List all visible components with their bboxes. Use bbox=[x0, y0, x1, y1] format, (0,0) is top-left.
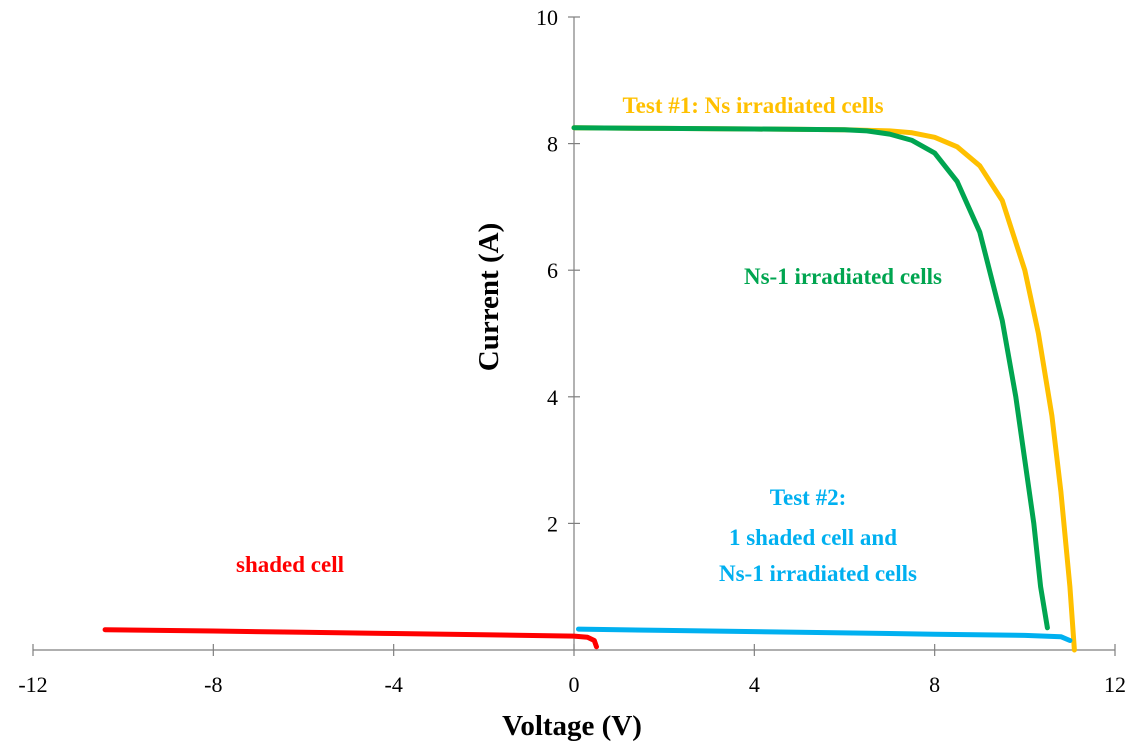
annotation-ns1-irradiated: Ns-1 irradiated cells bbox=[744, 264, 942, 289]
y-axis-title: Current (A) bbox=[473, 223, 505, 371]
x-tick-label: 0 bbox=[569, 672, 580, 697]
annotation-test1: Test #1: Ns irradiated cells bbox=[622, 93, 883, 118]
series-line-1 bbox=[571, 125, 1050, 631]
x-tick-label: -8 bbox=[204, 672, 222, 697]
series-layer bbox=[102, 125, 1077, 653]
x-tick-label: -4 bbox=[385, 672, 403, 697]
x-tick-label: 8 bbox=[929, 672, 940, 697]
x-tick-label: -12 bbox=[18, 672, 47, 697]
series-line-2 bbox=[576, 626, 1073, 643]
x-axis-title: Voltage (V) bbox=[502, 710, 642, 742]
series-line-3 bbox=[102, 627, 599, 650]
y-tick-label: 2 bbox=[547, 511, 558, 536]
y-tick-label: 6 bbox=[547, 258, 558, 283]
x-tick-label: 12 bbox=[1104, 672, 1126, 697]
axes: -12 -8 -4 0 4 8 12 2 4 6 8 10 bbox=[18, 5, 1126, 697]
annotation-test2-irradiated: Ns-1 irradiated cells bbox=[719, 561, 917, 586]
annotation-shaded-cell: shaded cell bbox=[236, 552, 344, 577]
annotation-test2-shaded: 1 shaded cell and bbox=[729, 525, 897, 550]
y-tick-label: 4 bbox=[547, 385, 558, 410]
y-tick-label: 8 bbox=[547, 132, 558, 157]
x-tick-label: 4 bbox=[749, 672, 760, 697]
y-tick-label: 10 bbox=[536, 5, 558, 30]
annotation-test2-title: Test #2: bbox=[770, 485, 846, 510]
